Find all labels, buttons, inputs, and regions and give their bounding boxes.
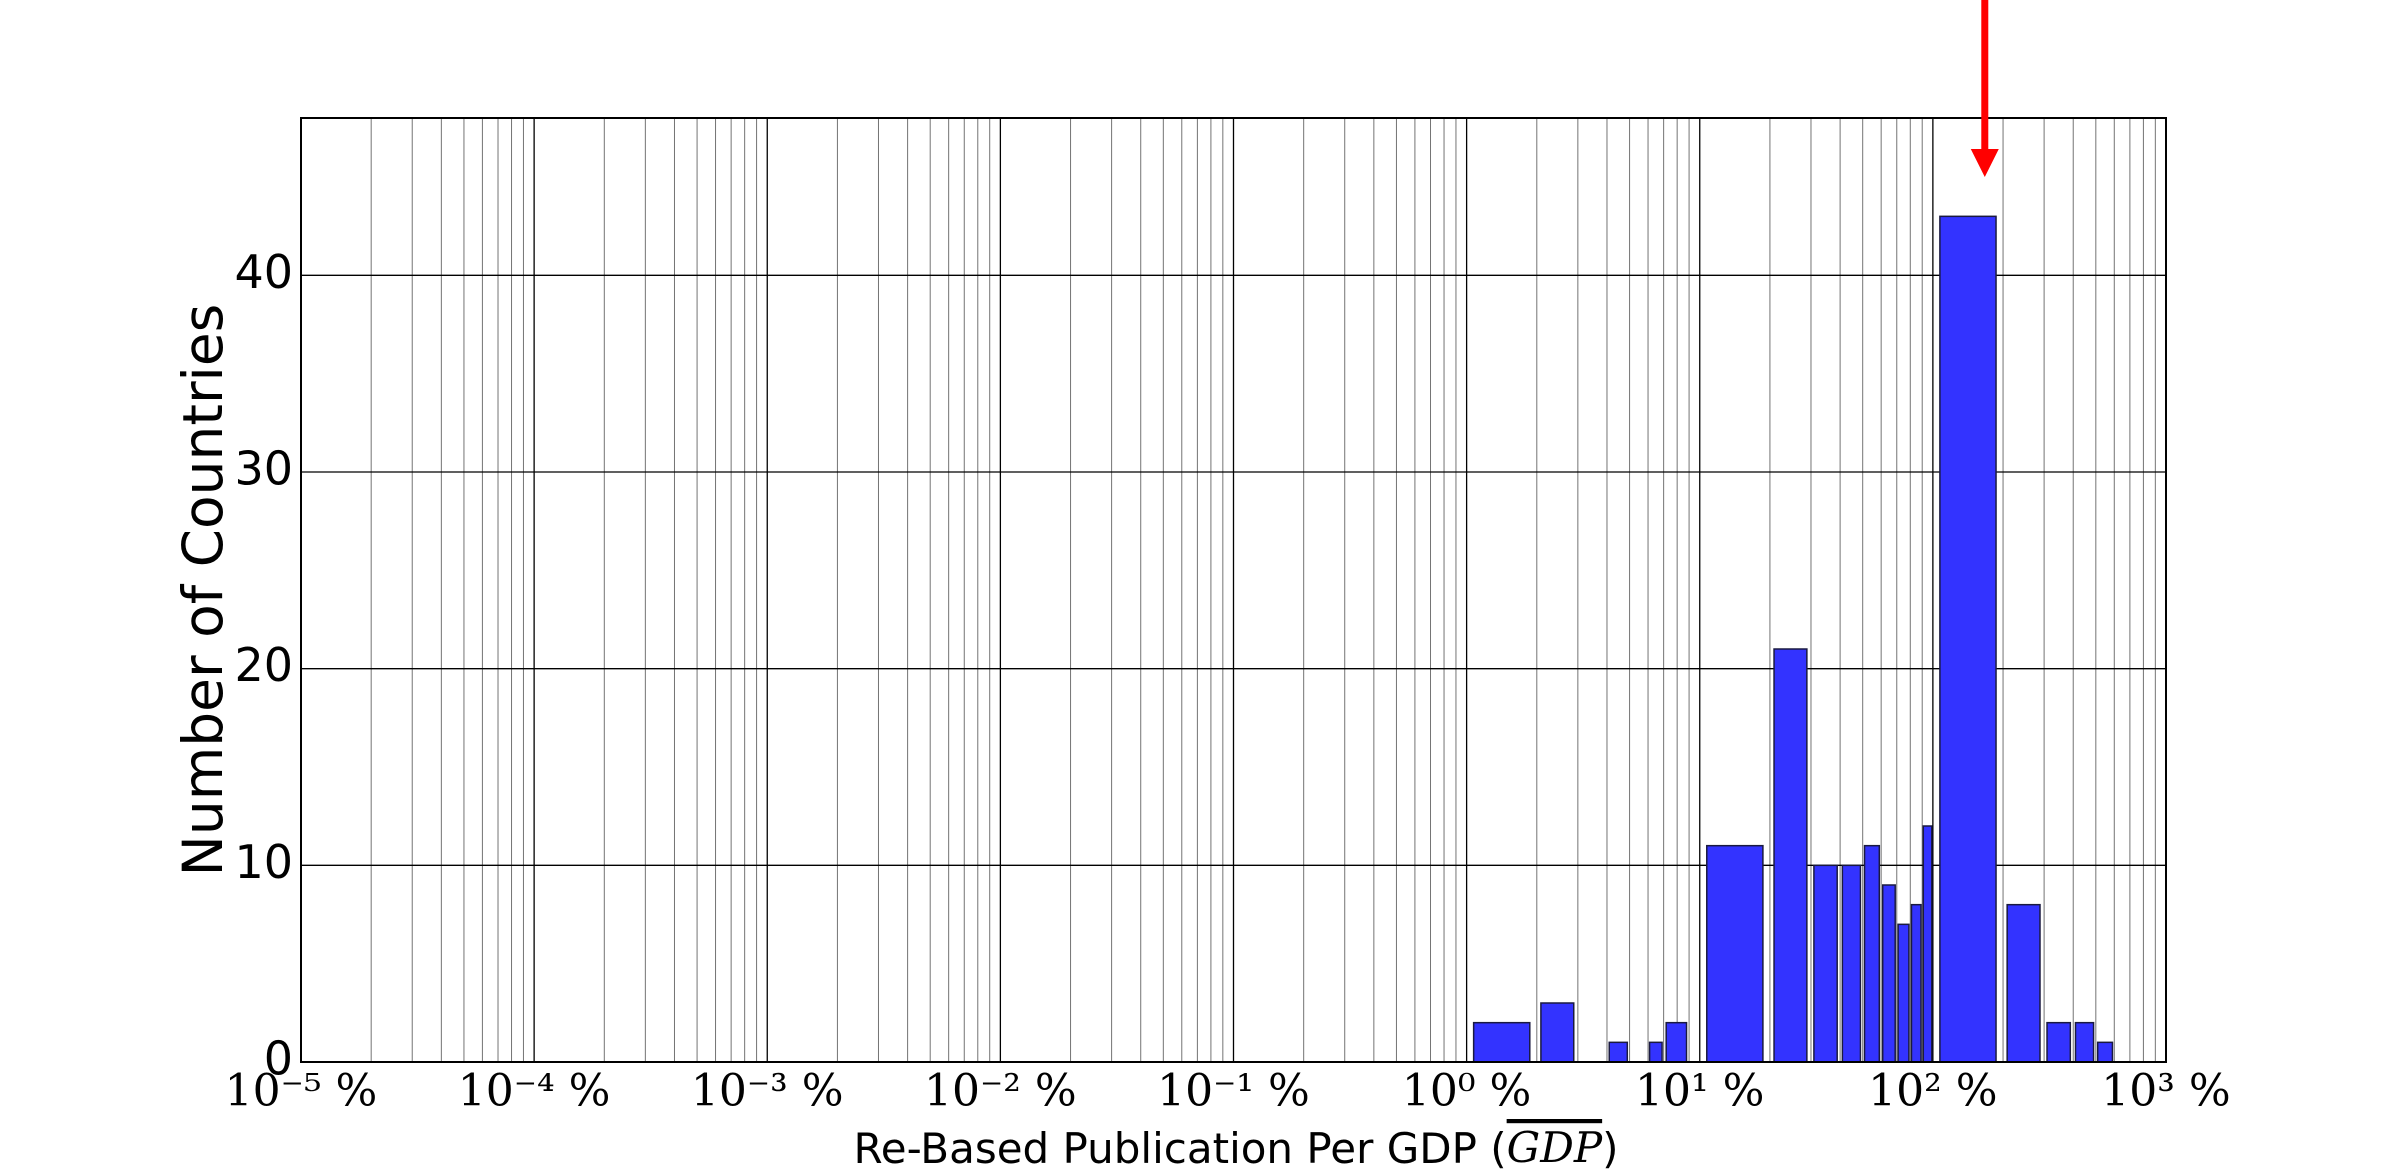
bar xyxy=(2096,1041,2114,1063)
x-tick-label: 10⁰ % xyxy=(1402,1066,1531,1117)
annotation-arrow-head xyxy=(1970,149,1999,177)
y-tick-label: 30 xyxy=(234,442,293,496)
x-tick-label: 10⁻² % xyxy=(924,1066,1077,1117)
bar xyxy=(1706,844,1764,1063)
x-axis-label-symbol: GDP xyxy=(1507,1123,1603,1172)
x-tick-label: 10¹ % xyxy=(1635,1066,1764,1117)
bar xyxy=(1841,864,1862,1063)
plot-frame xyxy=(300,117,2167,1063)
bar xyxy=(2006,903,2041,1063)
x-tick-label: 10⁻¹ % xyxy=(1157,1066,1310,1117)
x-tick-label: 10⁻³ % xyxy=(691,1066,844,1117)
x-axis-label: Re-Based Publication Per GDP (GDP) xyxy=(853,1123,1618,1173)
x-tick-label: 10⁻⁵ % xyxy=(225,1066,378,1117)
bar xyxy=(1813,864,1838,1063)
bar xyxy=(1939,215,1997,1063)
bar xyxy=(1472,1021,1531,1063)
bar xyxy=(2046,1021,2072,1063)
y-tick-label: 40 xyxy=(234,245,293,299)
bar xyxy=(1922,825,1933,1063)
bar xyxy=(1897,923,1910,1063)
bar xyxy=(1881,884,1896,1063)
bar xyxy=(1863,844,1881,1063)
bar xyxy=(1773,648,1808,1063)
x-tick-label: 10⁻⁴ % xyxy=(458,1066,611,1117)
y-tick-label: 0 xyxy=(264,1032,293,1086)
x-axis-label-text: Re-Based Publication Per GDP ( xyxy=(853,1124,1506,1173)
bar xyxy=(1665,1021,1688,1063)
bar xyxy=(2074,1021,2095,1063)
x-tick-label: 10² % xyxy=(1868,1066,1997,1117)
bar xyxy=(1910,903,1922,1063)
bar xyxy=(1648,1041,1663,1063)
bar xyxy=(1540,1002,1575,1063)
bar xyxy=(1608,1041,1629,1063)
x-tick-label: 10³ % xyxy=(2101,1066,2230,1117)
x-axis-label-text: ) xyxy=(1602,1124,1618,1173)
y-tick-label: 10 xyxy=(234,835,293,889)
y-axis-label: Number of Countries xyxy=(171,304,235,877)
y-tick-label: 20 xyxy=(234,638,293,692)
